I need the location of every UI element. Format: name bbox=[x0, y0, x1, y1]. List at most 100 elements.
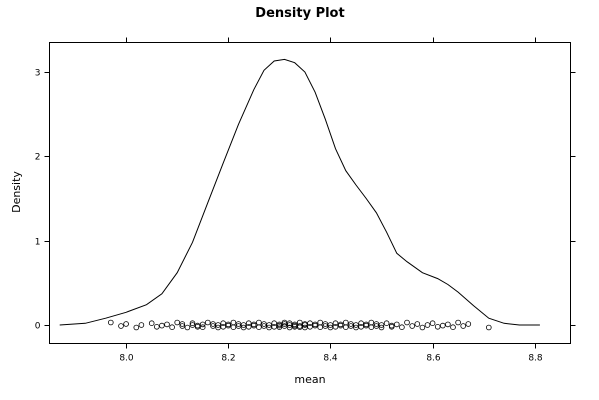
rug-point bbox=[337, 321, 344, 328]
rug-point bbox=[189, 320, 196, 327]
rug-point bbox=[404, 319, 410, 326]
rug-point bbox=[322, 323, 329, 329]
y-tick-label: 0 bbox=[35, 322, 41, 332]
rug-point bbox=[154, 323, 160, 330]
y-tick-label: 2 bbox=[35, 153, 41, 163]
rug-point bbox=[276, 324, 283, 331]
rug-point bbox=[307, 320, 313, 327]
y-axis-label: Density bbox=[10, 171, 23, 213]
rug-point bbox=[445, 321, 451, 328]
rug-point bbox=[373, 323, 380, 329]
rug-point bbox=[271, 323, 278, 330]
rug-point bbox=[358, 320, 364, 327]
rug-point bbox=[414, 321, 421, 327]
rug-point bbox=[286, 320, 293, 327]
rug-point bbox=[317, 324, 324, 331]
rug-point bbox=[230, 319, 237, 326]
rug-point bbox=[194, 322, 201, 329]
rug-point bbox=[388, 322, 395, 329]
rug-point bbox=[455, 319, 461, 326]
rug-point bbox=[281, 321, 288, 327]
rug-point bbox=[215, 322, 221, 328]
rug-point bbox=[159, 322, 165, 329]
rug-point bbox=[108, 319, 114, 326]
rug-point bbox=[353, 322, 359, 328]
rug-point bbox=[342, 324, 349, 331]
rug-point bbox=[322, 321, 329, 327]
rug-point bbox=[169, 324, 175, 331]
rug-point bbox=[210, 321, 216, 327]
rug-point bbox=[123, 321, 129, 327]
x-tick-label: 8.0 bbox=[119, 354, 134, 364]
rug-point bbox=[296, 319, 303, 326]
rug-point bbox=[261, 321, 267, 327]
rug-point bbox=[460, 323, 467, 329]
rug-point bbox=[245, 320, 252, 327]
rug-point bbox=[235, 323, 242, 329]
axis-ticks bbox=[44, 37, 576, 349]
density-curve bbox=[59, 58, 540, 326]
rug-point bbox=[256, 324, 262, 331]
rug-point bbox=[302, 322, 308, 328]
rug-point bbox=[261, 323, 267, 329]
rug-point bbox=[342, 319, 349, 326]
x-tick-label: 8.6 bbox=[426, 354, 441, 364]
x-tick-label: 8.4 bbox=[323, 354, 338, 364]
rug-point bbox=[133, 324, 140, 331]
rug-point bbox=[291, 321, 298, 328]
rug-point bbox=[393, 321, 400, 328]
rug-point bbox=[199, 324, 206, 331]
rug-point bbox=[184, 324, 191, 331]
rug-point bbox=[230, 324, 237, 331]
rug-point bbox=[281, 323, 288, 329]
rug-point bbox=[378, 324, 385, 331]
rug-point bbox=[348, 321, 354, 327]
rug-point bbox=[225, 321, 232, 328]
rug-point bbox=[317, 319, 324, 326]
rug-point bbox=[118, 323, 124, 329]
rug-point bbox=[348, 323, 354, 329]
rug-point bbox=[439, 322, 446, 329]
rug-point bbox=[312, 321, 318, 328]
rug-point bbox=[240, 322, 247, 328]
rug-point bbox=[424, 322, 431, 328]
rug-point bbox=[368, 319, 375, 326]
rug-point bbox=[138, 322, 145, 328]
rug-point bbox=[148, 320, 155, 327]
chart-title: Density Plot bbox=[255, 6, 344, 21]
rug-point bbox=[220, 323, 227, 330]
x-axis-label: mean bbox=[294, 373, 325, 386]
rug-point bbox=[332, 320, 339, 327]
tick-labels: 8.0 8.2 8.4 8.6 8.8 0 1 2 3 bbox=[35, 69, 543, 364]
rug-point bbox=[164, 321, 170, 328]
rug-point bbox=[271, 320, 278, 327]
rug-point bbox=[378, 322, 385, 328]
rug-point bbox=[419, 324, 426, 331]
rug-point bbox=[235, 321, 242, 327]
rug-point bbox=[199, 321, 206, 328]
rug-point bbox=[174, 319, 181, 326]
rug-point bbox=[332, 323, 339, 330]
rug-point bbox=[373, 321, 380, 327]
rug-point bbox=[383, 320, 390, 327]
rug-point bbox=[266, 322, 272, 328]
rug-point bbox=[245, 323, 252, 330]
rug-point bbox=[358, 323, 364, 330]
rug-point bbox=[296, 323, 303, 329]
rug-point bbox=[465, 321, 472, 327]
rug-point bbox=[205, 319, 211, 326]
rug-point bbox=[256, 319, 262, 326]
rug-point bbox=[251, 321, 257, 328]
rug-point bbox=[179, 321, 186, 327]
rug-point bbox=[327, 322, 334, 328]
rug-point bbox=[368, 324, 375, 331]
rug-point bbox=[179, 323, 186, 329]
plot-frame bbox=[49, 42, 571, 344]
rug-point bbox=[450, 324, 456, 331]
y-tick-label: 1 bbox=[35, 238, 41, 248]
x-tick-label: 8.2 bbox=[221, 354, 235, 364]
rug-point bbox=[409, 323, 416, 329]
rug-point bbox=[434, 323, 441, 330]
rug-point bbox=[363, 321, 370, 328]
